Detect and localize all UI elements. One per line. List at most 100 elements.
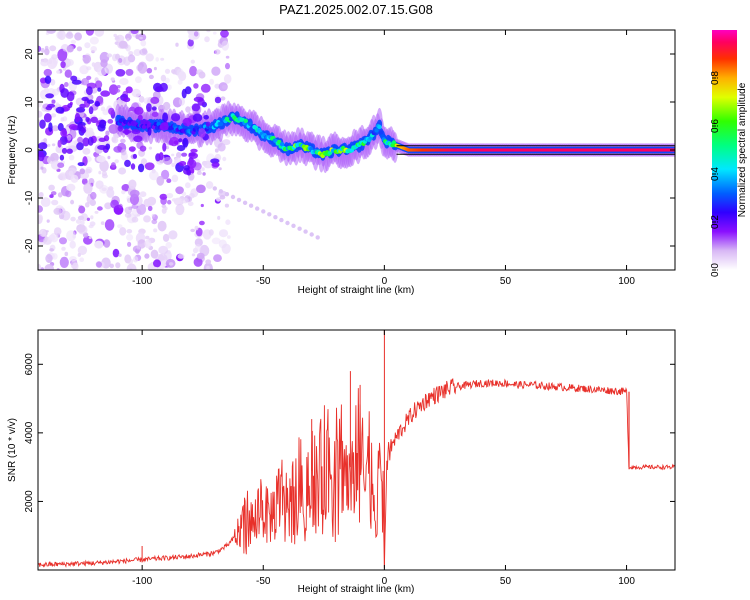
noise-trail-dot	[236, 197, 242, 203]
noise-blob	[145, 53, 154, 62]
noise-blob	[68, 154, 75, 161]
noise-blob	[181, 197, 189, 204]
noise-blob	[205, 181, 214, 189]
noise-blob	[189, 65, 198, 77]
noise-blob	[118, 58, 123, 63]
noise-blob	[117, 224, 123, 229]
x-tick-label: 50	[500, 276, 512, 287]
noise-blob	[138, 96, 145, 103]
noise-blob	[199, 220, 205, 226]
noise-blob	[206, 265, 210, 270]
ridge-cluster	[97, 145, 107, 150]
colorbar-tick-label: 0.8	[710, 71, 721, 85]
spectrogram-noise-layer	[38, 30, 320, 270]
noise-blob	[94, 210, 99, 214]
noise-blob	[157, 220, 167, 232]
ridge-cluster	[85, 116, 90, 123]
noise-blob	[77, 252, 82, 257]
ridge-cluster	[130, 163, 136, 170]
noise-blob	[44, 48, 50, 56]
noise-blob	[57, 162, 65, 168]
noise-blob	[177, 79, 183, 85]
noise-blob	[121, 190, 126, 195]
noise-blob	[99, 184, 109, 194]
ridge-cluster	[99, 119, 107, 129]
noise-blob	[160, 57, 165, 61]
noise-blob	[46, 30, 56, 34]
noise-blob	[55, 145, 64, 154]
ridge-cluster	[198, 128, 206, 138]
noise-blob	[137, 213, 141, 217]
noise-blob	[148, 146, 153, 150]
ridge-cluster	[184, 86, 192, 95]
noise-blob	[160, 260, 168, 267]
noise-blob	[120, 149, 127, 156]
noise-blob	[52, 88, 60, 96]
snr-y-axis-label: SNR (10 * v/v)	[7, 418, 18, 482]
ridge-cluster	[57, 139, 62, 148]
colorbar-tick-label: 0.0	[710, 263, 721, 277]
noise-blob	[166, 178, 172, 183]
noise-blob	[38, 205, 43, 213]
ridge-cluster	[123, 97, 131, 103]
ridge-cluster	[150, 96, 160, 104]
noise-blob	[110, 199, 119, 209]
ridge-cluster	[190, 148, 198, 153]
noise-blob	[171, 153, 175, 157]
noise-blob	[53, 227, 62, 236]
noise-blob	[50, 79, 56, 86]
noise-trail-dot	[224, 192, 230, 197]
noise-blob	[194, 225, 199, 231]
noise-blob	[201, 167, 205, 172]
noise-blob	[124, 33, 132, 41]
noise-blob	[172, 71, 177, 75]
noise-blob	[90, 215, 94, 220]
snr-panel: -100 -50 0 50 100 2000 4000 6000 Height of str…	[7, 329, 676, 595]
ridge-core	[377, 124, 382, 130]
noise-blob	[147, 196, 157, 206]
noise-blob	[48, 184, 55, 191]
noise-blob	[79, 257, 85, 263]
noise-blob	[38, 192, 44, 198]
noise-blob	[209, 78, 215, 85]
noise-blob	[38, 100, 42, 108]
ridge-cluster	[103, 135, 110, 142]
noise-blob	[155, 57, 159, 62]
noise-blob	[153, 259, 161, 268]
noise-blob	[167, 199, 172, 205]
noise-blob	[161, 204, 167, 209]
noise-trail-dot	[279, 217, 284, 223]
noise-blob	[149, 170, 159, 181]
noise-blob	[66, 183, 76, 192]
noise-blob	[129, 189, 140, 198]
noise-blob	[65, 32, 74, 39]
noise-blob	[126, 234, 134, 241]
noise-blob	[57, 173, 66, 180]
noise-blob	[166, 193, 174, 199]
ridge-cluster	[214, 96, 222, 104]
noise-blob	[190, 188, 199, 198]
noise-blob	[51, 125, 60, 132]
noise-blob	[62, 116, 68, 122]
y-tick-label: -10	[24, 190, 35, 205]
noise-trail-dot	[212, 186, 217, 191]
noise-blob	[51, 143, 56, 147]
noise-blob	[59, 237, 67, 245]
noise-blob	[115, 53, 120, 60]
noise-blob	[40, 166, 44, 170]
x-tick-label: 50	[500, 576, 512, 587]
noise-blob	[217, 215, 221, 220]
noise-blob	[66, 134, 72, 141]
noise-blob	[127, 258, 134, 265]
noise-blob	[202, 172, 206, 176]
noise-blob	[46, 219, 50, 223]
noise-blob	[65, 59, 74, 66]
noise-blob	[136, 203, 147, 215]
noise-blob	[59, 256, 69, 268]
noise-blob	[60, 210, 71, 221]
noise-blob	[213, 31, 217, 35]
noise-blob	[81, 178, 88, 185]
snr-x-axis-label: Height of straight line (km)	[298, 584, 415, 595]
noise-blob	[50, 191, 57, 196]
noise-blob	[150, 249, 159, 259]
